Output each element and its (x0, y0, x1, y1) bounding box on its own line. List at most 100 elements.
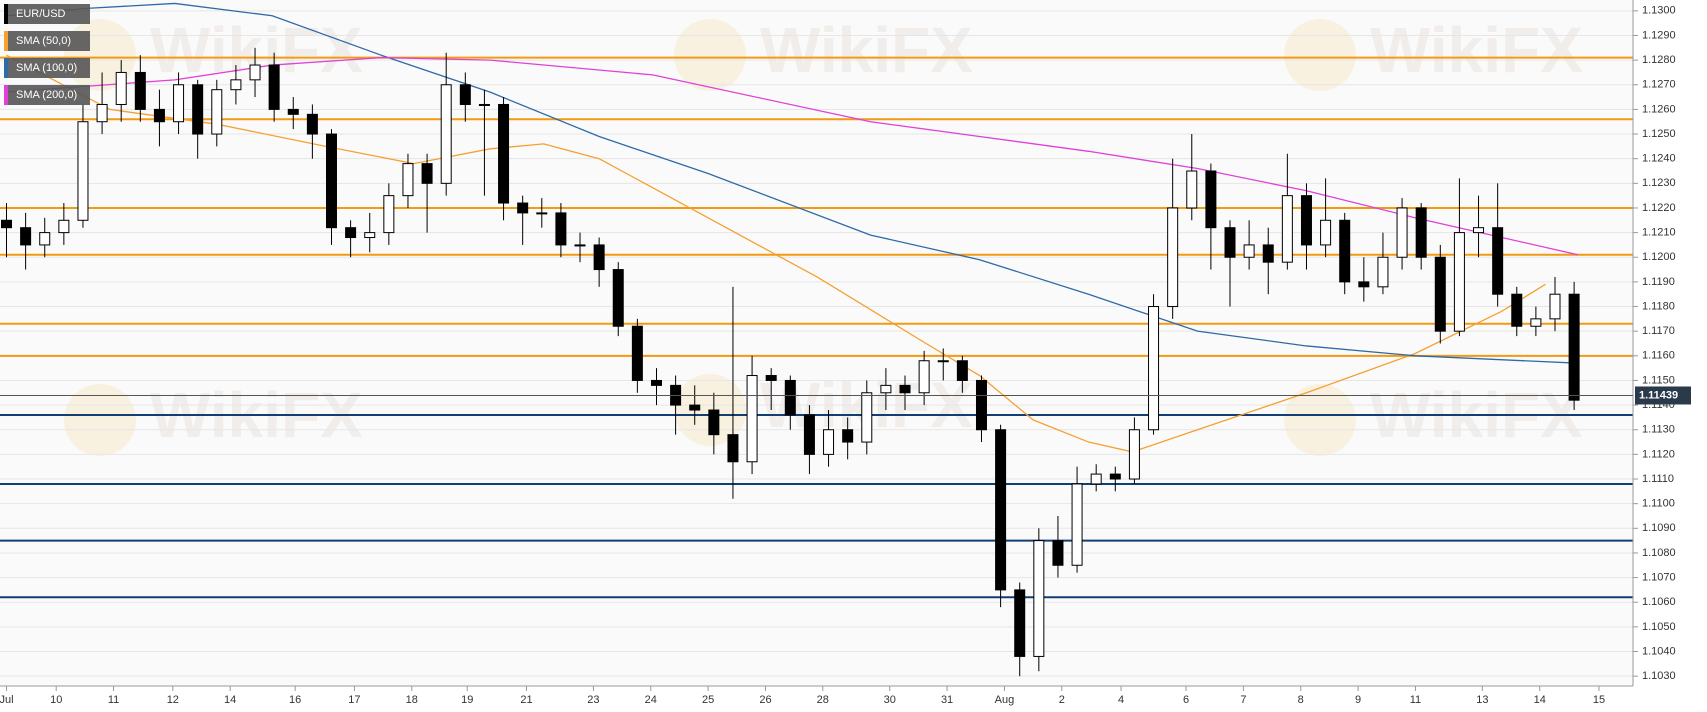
candles (0, 47, 1580, 677)
candle-body (937, 360, 949, 363)
candle-body (345, 227, 357, 239)
y-tick-label: 1.1130 (1642, 424, 1675, 436)
candle-body (268, 64, 280, 110)
watermark-logo (1284, 384, 1356, 456)
legend: EUR/USD SMA (50,0) SMA (100,0) SMA (200,0) (4, 4, 90, 105)
candle-body (440, 84, 452, 184)
axes: 1.1030 1.1040 1.1050 1.1060 1.1070 1.1080 1.10… (0, 5, 1691, 706)
candle-body (1568, 293, 1580, 401)
last-price-label: 1.11439 (1639, 389, 1678, 401)
y-tick-label: 1.1050 (1642, 621, 1676, 633)
x-tick-label: 2 (1059, 694, 1065, 706)
x-tick-label: 12 (167, 694, 179, 706)
candle-body (1071, 483, 1083, 566)
candle-body (842, 429, 854, 443)
x-tick-label: Aug (995, 694, 1015, 706)
candle-body (230, 79, 242, 91)
x-tick-label: 23 (587, 694, 599, 706)
legend-label: SMA (50,0) (16, 35, 71, 47)
legend-box (4, 85, 90, 105)
y-tick-label: 1.1200 (1642, 251, 1676, 263)
candle-body (1128, 429, 1140, 480)
x-tick-label: 31 (941, 694, 953, 706)
x-tick-label: 11 (108, 694, 119, 706)
x-tick-label: Jul (0, 694, 14, 706)
y-tick-label: 1.1150 (1642, 374, 1675, 386)
x-tick-label: 7 (1240, 694, 1246, 706)
candle-body (459, 84, 471, 105)
candle-body (1530, 318, 1542, 327)
candle-body (765, 375, 777, 381)
y-tick-label: 1.1120 (1642, 448, 1675, 460)
x-tick-label: 30 (884, 694, 896, 706)
candle-body (574, 244, 586, 247)
candle-body (249, 64, 261, 81)
candle-body (1492, 227, 1504, 295)
candle-body (727, 434, 739, 463)
x-tick-label: 4 (1118, 694, 1124, 706)
watermark-logo (1284, 19, 1356, 91)
legend-label: EUR/USD (16, 8, 66, 20)
watermark: WikiFX (1370, 14, 1583, 86)
candle-body (0, 219, 12, 229)
candle-body (918, 360, 930, 394)
candle-body (823, 429, 835, 455)
candle-body (1415, 207, 1427, 258)
candle-body (153, 108, 165, 123)
x-tick-label: 10 (50, 694, 62, 706)
y-tick-label: 1.1190 (1642, 276, 1675, 288)
y-tick-label: 1.1040 (1642, 645, 1676, 657)
y-tick-label: 1.1220 (1642, 202, 1676, 214)
y-tick-label: 1.1270 (1642, 79, 1676, 91)
x-tick-label: 18 (406, 694, 418, 706)
candle-body (1339, 219, 1351, 283)
candle-body (1396, 207, 1408, 258)
y-tick-label: 1.1280 (1642, 54, 1676, 66)
x-tick-label: 25 (702, 694, 714, 706)
candle-body (880, 384, 892, 394)
x-tick-label: 21 (520, 694, 532, 706)
candle-body (517, 202, 529, 214)
legend-box (4, 58, 90, 78)
y-tick-label: 1.1210 (1642, 227, 1676, 239)
x-tick-label: 6 (1183, 694, 1189, 706)
candle-body (1205, 170, 1217, 229)
candle-body (1262, 244, 1274, 263)
legend-box (4, 31, 90, 51)
candle-body (612, 269, 624, 327)
y-tick-label: 1.1230 (1642, 177, 1676, 189)
watermark-logo (64, 384, 136, 456)
candle-body (536, 212, 548, 215)
candle-body (115, 71, 127, 105)
y-tick-label: 1.1090 (1642, 522, 1676, 534)
x-tick-label: 8 (1298, 694, 1304, 706)
candle-body (1320, 219, 1332, 246)
candle-body (1243, 244, 1255, 258)
x-tick-label: 26 (759, 694, 771, 706)
levels (0, 56, 1633, 599)
watermark-logo (674, 19, 746, 91)
y-tick-label: 1.1100 (1642, 498, 1675, 510)
candle-body (134, 71, 146, 110)
x-tick-label: 24 (645, 694, 657, 706)
y-tick-label: 1.1240 (1642, 153, 1676, 165)
candle-body (631, 325, 643, 381)
candle-body (173, 84, 185, 123)
candle-body (956, 360, 968, 381)
x-tick-label: 28 (817, 694, 829, 706)
candle-body (211, 89, 223, 135)
candle-body (1224, 227, 1236, 258)
x-tick-label: 17 (348, 694, 360, 706)
y-tick-label: 1.1260 (1642, 103, 1676, 115)
legend-label: SMA (200,0) (16, 89, 77, 101)
candle-body (364, 232, 376, 239)
candle-body (421, 163, 433, 184)
candle-body (1473, 227, 1485, 234)
x-tick-label: 11 (1410, 694, 1421, 706)
candle-body (975, 379, 987, 431)
y-tick-label: 1.1070 (1642, 571, 1676, 583)
legend-swatch (4, 58, 8, 78)
candle-body (1052, 540, 1064, 566)
y-tick-label: 1.1250 (1642, 128, 1676, 140)
